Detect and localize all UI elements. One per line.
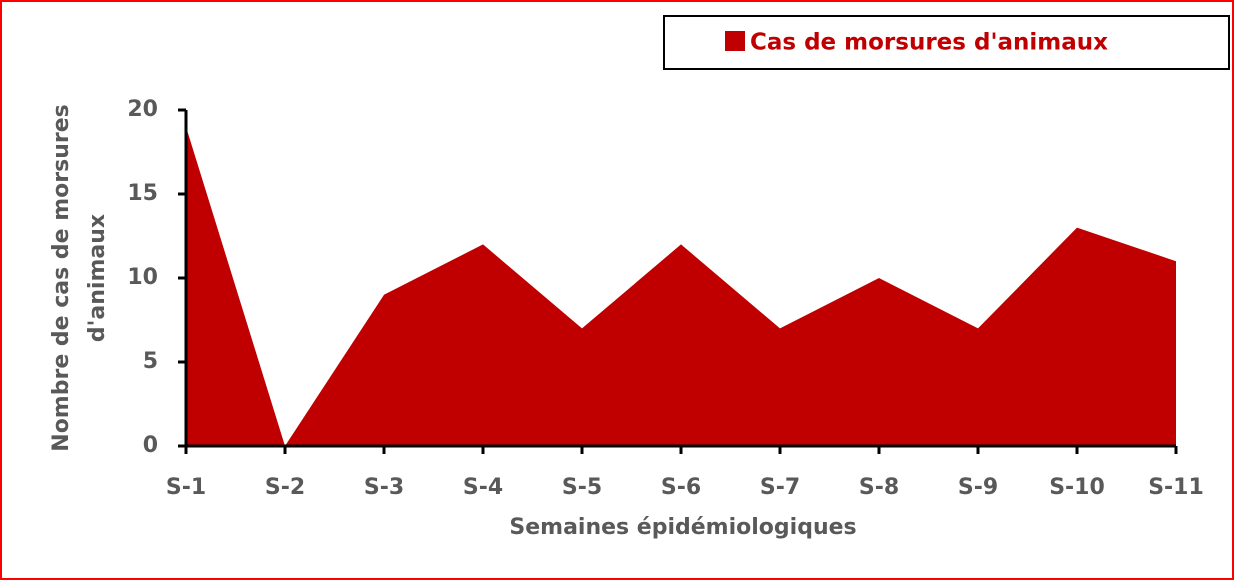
legend-box xyxy=(663,15,1230,70)
x-tick-label: S-1 xyxy=(166,475,206,500)
x-tick-label: S-9 xyxy=(958,475,998,500)
x-tick-label: S-7 xyxy=(760,475,800,500)
y-tick-label: 10 xyxy=(127,265,158,290)
area xyxy=(186,126,1176,447)
y-tick-label: 15 xyxy=(127,181,158,206)
x-tick-label: S-6 xyxy=(661,475,701,500)
y-axis-title-line: Nombre de cas de morsures xyxy=(49,104,74,451)
legend-swatch xyxy=(725,31,745,51)
x-tick-label: S-5 xyxy=(562,475,602,500)
y-tick-label: 5 xyxy=(143,349,158,374)
y-tick-label: 20 xyxy=(127,97,158,122)
y-axis-title-line: d'animaux xyxy=(85,214,110,342)
x-tick-label: S-11 xyxy=(1148,475,1204,500)
x-tick-label: S-4 xyxy=(463,475,503,500)
legend-label: Cas de morsures d'animaux xyxy=(750,30,1108,56)
y-axis-title: Nombre de cas de morsures d'animaux xyxy=(49,104,110,451)
y-tick-label: 0 xyxy=(143,433,158,458)
x-tick-label: S-10 xyxy=(1049,475,1105,500)
x-axis-title: Semaines épidémiologiques xyxy=(509,515,856,540)
x-tick-label: S-2 xyxy=(265,475,305,500)
x-tick-label: S-3 xyxy=(364,475,404,500)
x-tick-label: S-8 xyxy=(859,475,899,500)
